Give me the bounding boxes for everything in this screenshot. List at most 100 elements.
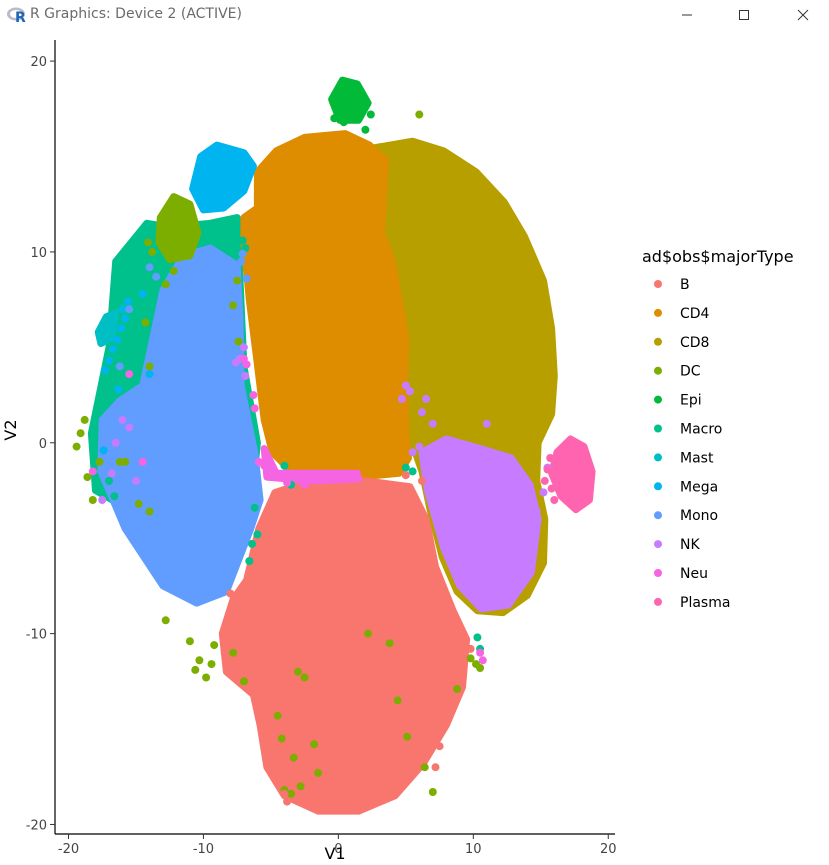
- point-macro-13: [473, 633, 482, 642]
- point-mega-9: [114, 385, 123, 394]
- x-tick-label--10: -10: [193, 842, 214, 857]
- point-b-10: [451, 677, 460, 686]
- window-title: R Graphics: Device 2 (ACTIVE): [30, 6, 242, 22]
- point-dc-17: [300, 673, 309, 682]
- point-macro-4: [110, 492, 119, 501]
- point-neu-10: [125, 370, 134, 379]
- point-plasma-4: [550, 496, 559, 504]
- point-nk-12: [397, 394, 406, 403]
- point-nk-10: [401, 381, 410, 390]
- legend: ad$obs$majorType B CD4 CD8 DC Epi Macro Mast Meg…: [642, 247, 794, 611]
- point-nk-3: [132, 476, 140, 485]
- points-mono: [115, 249, 251, 371]
- legend-label-nk: NK: [680, 537, 700, 553]
- point-dc-15: [239, 677, 248, 686]
- point-nk-14: [422, 394, 431, 403]
- y-tick-label-0: 0: [39, 437, 47, 452]
- cluster-plasma: [548, 435, 596, 514]
- point-nk-16: [482, 419, 491, 428]
- point-nk-15: [428, 419, 437, 428]
- legend-label-neu: Neu: [680, 566, 708, 582]
- minimize-button[interactable]: [665, 0, 709, 30]
- point-dc-25: [453, 685, 462, 693]
- point-epi-3: [366, 110, 375, 119]
- point-dc-18: [364, 629, 373, 638]
- point-mono-2: [242, 274, 251, 283]
- r-logo-letter: R: [15, 10, 26, 25]
- point-neu-6: [242, 360, 251, 369]
- point-dc-16: [229, 648, 238, 657]
- point-mega-10: [99, 446, 108, 455]
- point-neu-4: [300, 480, 309, 489]
- point-epi-0: [361, 125, 370, 134]
- legend-key-nk: [654, 540, 662, 549]
- point-mono-1: [237, 257, 246, 266]
- y-tick-label-10: 10: [30, 246, 47, 261]
- point-dc-41: [234, 337, 243, 346]
- legend-key-plasma: [654, 597, 662, 606]
- point-b-13: [431, 763, 440, 772]
- point-macro-0: [125, 267, 134, 275]
- point-mono-3: [145, 263, 154, 272]
- legend-label-mega: Mega: [680, 479, 718, 495]
- legend-label-macro: Macro: [680, 422, 722, 438]
- point-b-12: [466, 644, 475, 653]
- point-plasma-2: [546, 454, 555, 462]
- point-mega-0: [121, 314, 130, 323]
- legend-key-epi: [654, 395, 662, 404]
- points-dc: [72, 110, 485, 798]
- close-icon: [797, 9, 809, 21]
- point-dc-29: [415, 110, 424, 119]
- point-b-2: [246, 601, 255, 609]
- legend-key-cd8: [654, 337, 662, 346]
- point-dc-23: [428, 788, 437, 796]
- legend-key-dc: [654, 366, 662, 375]
- point-nk-2: [111, 438, 120, 447]
- x-tick-label-0: 0: [334, 842, 342, 857]
- point-nk-7: [231, 358, 240, 367]
- point-neu-2: [254, 457, 263, 466]
- point-b-14: [435, 742, 444, 751]
- point-plasma-3: [547, 484, 556, 493]
- point-dc-32: [156, 225, 165, 233]
- cluster-mega: [189, 141, 257, 214]
- point-mono-6: [115, 362, 124, 371]
- point-dc-19: [385, 639, 394, 648]
- point-mega-1: [117, 324, 126, 333]
- point-dc-31: [148, 247, 157, 256]
- point-neu-7: [249, 391, 258, 400]
- point-dc-4: [88, 496, 97, 504]
- point-nk-20: [455, 457, 464, 466]
- point-dc-10: [195, 656, 204, 665]
- x-tick-label-10: 10: [465, 842, 482, 857]
- point-nk-6: [241, 372, 250, 380]
- point-dc-0: [80, 415, 89, 424]
- close-button[interactable]: [781, 0, 825, 30]
- cluster-nk: [418, 435, 542, 613]
- point-mega-11: [145, 370, 154, 379]
- points-plasma: [540, 454, 559, 504]
- point-dc-49: [277, 734, 286, 743]
- point-mega-2: [113, 335, 122, 344]
- legend-key-mega: [654, 482, 662, 491]
- point-mega-8: [138, 289, 147, 298]
- point-macro-7: [248, 539, 256, 548]
- points-nk: [98, 343, 552, 516]
- point-neu-3: [283, 478, 292, 487]
- point-macro-15: [238, 236, 247, 245]
- point-nk-8: [107, 469, 116, 478]
- legend-label-mast: Mast: [680, 450, 714, 466]
- maximize-button[interactable]: [722, 0, 766, 30]
- point-neu-9: [138, 457, 147, 466]
- window-titlebar: R R Graphics: Device 2 (ACTIVE): [0, 0, 829, 30]
- legend-label-b: B: [680, 277, 690, 293]
- point-dc-39: [233, 276, 242, 285]
- legend-label-cd8: CD8: [680, 335, 709, 351]
- point-mono-4: [152, 272, 161, 281]
- point-epi-2: [339, 118, 348, 127]
- cluster-dc: [155, 193, 202, 264]
- point-dc-37: [121, 457, 130, 466]
- point-dc-42: [296, 782, 305, 791]
- y-axis-label: V2: [1, 419, 20, 440]
- point-nk-1: [125, 423, 134, 432]
